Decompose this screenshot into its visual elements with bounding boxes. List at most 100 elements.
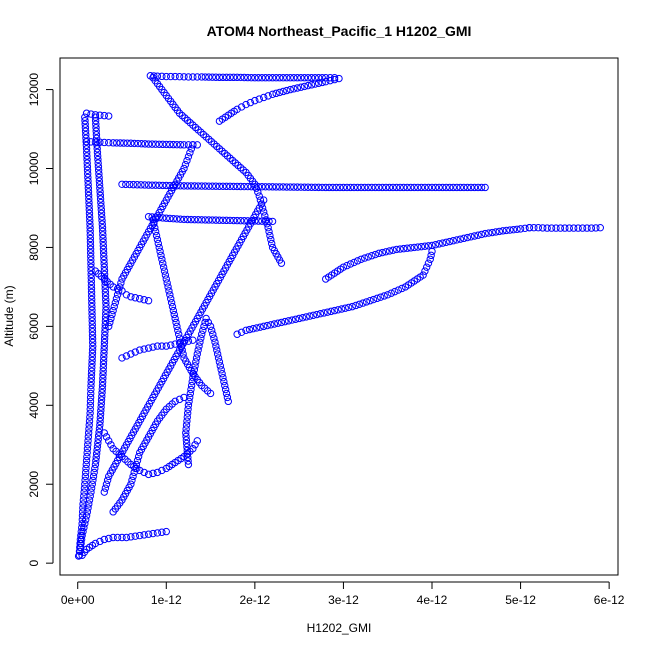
data-point: [182, 432, 190, 441]
data-point: [99, 356, 108, 365]
data-point: [339, 263, 348, 271]
data-point: [101, 288, 110, 296]
data-point: [592, 224, 600, 232]
data-point: [100, 267, 109, 275]
data-point: [396, 183, 404, 192]
data-point: [153, 468, 162, 477]
data-point: [175, 395, 184, 404]
data-point: [93, 442, 102, 451]
data-point: [159, 259, 167, 267]
data-point: [484, 229, 493, 237]
data-point: [136, 346, 144, 354]
data-point: [492, 228, 500, 236]
data-point: [233, 182, 241, 191]
data-point: [343, 183, 351, 192]
data-point: [189, 73, 197, 81]
data-point: [291, 315, 300, 323]
data-point: [449, 183, 457, 192]
data-point: [83, 159, 91, 167]
data-point: [366, 297, 374, 305]
data-point: [81, 472, 90, 481]
data-point: [155, 140, 163, 148]
data-point: [99, 371, 107, 379]
data-point: [357, 183, 365, 192]
data-point: [153, 342, 162, 350]
data-point: [176, 182, 185, 190]
data-point: [83, 148, 91, 157]
data-point: [256, 196, 265, 204]
data-point: [100, 488, 108, 496]
data-point: [396, 245, 404, 253]
data-point: [86, 245, 95, 253]
data-point: [159, 140, 167, 149]
data-point: [129, 180, 138, 189]
data-point: [91, 460, 100, 469]
data-point: [100, 349, 108, 357]
data-point: [100, 138, 108, 147]
data-point: [195, 342, 203, 350]
data-point: [101, 292, 110, 300]
data-point: [258, 183, 266, 191]
data-point: [257, 200, 266, 208]
data-point: [360, 254, 369, 262]
data-point: [293, 183, 302, 191]
data-point: [94, 432, 103, 440]
data-point: [85, 500, 93, 508]
data-point: [153, 235, 162, 244]
data-point: [175, 334, 184, 342]
data-point: [286, 74, 294, 82]
data-point: [148, 140, 156, 148]
data-point: [99, 374, 107, 383]
data-point: [364, 183, 372, 192]
data-point: [587, 224, 596, 232]
data-point: [345, 303, 353, 312]
data-point: [81, 476, 89, 484]
data-point: [81, 516, 90, 524]
data-point: [88, 299, 96, 307]
data-point: [428, 247, 436, 256]
data-point: [97, 206, 106, 214]
data-point: [467, 233, 475, 241]
data-point: [346, 260, 355, 268]
data-point: [87, 378, 95, 386]
data-point: [98, 392, 106, 401]
data-point: [181, 160, 190, 169]
data-point: [87, 284, 96, 293]
data-point: [86, 413, 94, 421]
y-tick-label: 6000: [27, 313, 41, 340]
data-point: [184, 337, 193, 345]
data-point: [140, 296, 148, 304]
data-point: [422, 263, 431, 271]
data-point: [398, 284, 406, 293]
data-point: [174, 330, 183, 338]
data-point: [424, 242, 433, 250]
data-point: [477, 230, 486, 239]
data-point: [92, 124, 100, 132]
data-point: [322, 183, 330, 192]
data-point: [246, 98, 255, 107]
data-point: [288, 316, 296, 324]
data-point: [477, 183, 486, 192]
data-point: [223, 393, 232, 402]
data-point: [88, 338, 97, 347]
data-point: [247, 182, 256, 191]
data-point: [91, 539, 100, 548]
data-point: [101, 320, 109, 329]
x-axis: 0e+00 1e-12 2e-12 3e-12 4e-12 5e-12 6e-12: [61, 581, 625, 607]
data-point: [84, 177, 92, 185]
data-point: [84, 191, 93, 200]
data-point: [158, 255, 166, 263]
data-point: [244, 182, 252, 191]
data-point: [158, 72, 166, 81]
data-point: [89, 342, 97, 350]
data-point: [83, 166, 92, 174]
data-point: [414, 183, 422, 192]
data-point: [187, 381, 196, 390]
data-point: [578, 224, 587, 232]
data-point: [99, 245, 108, 253]
data-point: [127, 480, 135, 488]
data-point: [201, 73, 209, 81]
data-point: [100, 335, 109, 343]
data-point: [84, 437, 92, 445]
data-point: [102, 295, 110, 304]
